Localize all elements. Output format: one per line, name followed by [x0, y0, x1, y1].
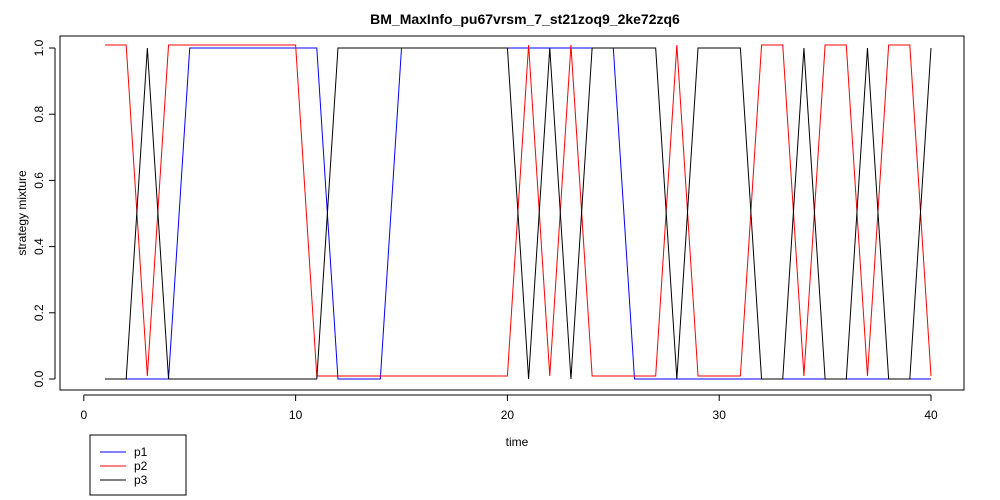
y-axis: 0.0 0.2 0.4 0.6 0.8 1.0 — [32, 39, 56, 387]
x-axis-label: time — [506, 435, 529, 449]
series-layer — [105, 44, 932, 380]
series-line-p1 — [105, 47, 931, 380]
x-tick-label: 20 — [501, 408, 515, 422]
chart-title: BM_MaxInfo_pu67vrsm_7_st21zoq9_2ke72zq6 — [370, 11, 680, 27]
y-axis-label: strategy mixture — [15, 170, 29, 256]
x-tick-label: 40 — [924, 408, 938, 422]
x-tick-label: 10 — [289, 408, 303, 422]
y-tick-label: 0.0 — [32, 370, 46, 387]
y-tick-label: 1.0 — [32, 39, 46, 56]
x-tick-label: 30 — [713, 408, 727, 422]
x-axis: 0 10 20 30 40 — [80, 394, 938, 422]
y-tick-label: 0.4 — [32, 238, 46, 255]
legend-label-p1: p1 — [134, 445, 148, 459]
legend-label-p3: p3 — [134, 473, 148, 487]
series-line-p3 — [105, 47, 932, 380]
x-tick-label: 0 — [80, 408, 87, 422]
plot-frame — [59, 35, 965, 391]
y-tick-label: 0.2 — [32, 304, 46, 321]
legend-label-p2: p2 — [134, 459, 148, 473]
legend-box — [89, 434, 187, 496]
y-tick-label: 0.8 — [32, 106, 46, 123]
y-tick-label: 0.6 — [32, 172, 46, 189]
